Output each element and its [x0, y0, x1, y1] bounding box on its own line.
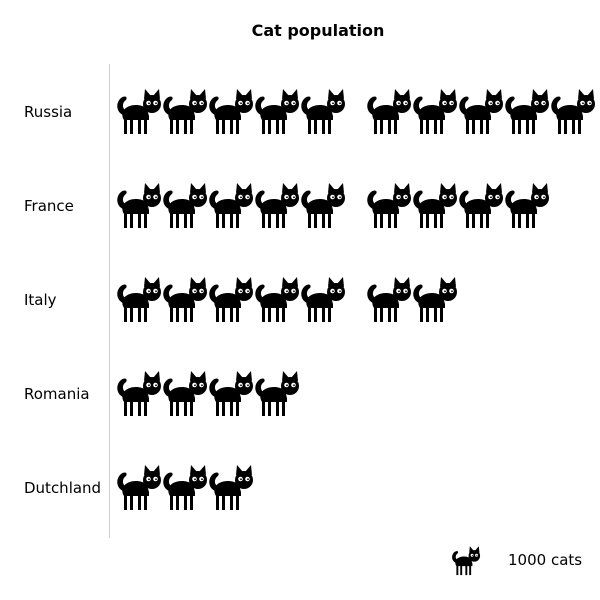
- cat-icon: [163, 371, 207, 416]
- cat-icon: [459, 89, 503, 134]
- legend-label: 1000 cats: [508, 551, 582, 569]
- legend: 1000 cats: [452, 546, 582, 576]
- pictograph-row: France: [24, 183, 549, 228]
- pictograph-row: Russia: [24, 89, 595, 134]
- category-label: France: [24, 197, 74, 215]
- cat-icon: [209, 89, 253, 134]
- cat-icon: [163, 89, 207, 134]
- cat-icon: [413, 277, 457, 322]
- cat-icon: [255, 371, 299, 416]
- cat-icon: [301, 277, 345, 322]
- cat-icon: [255, 89, 299, 134]
- cat-icon: [413, 89, 457, 134]
- cat-icon: [505, 183, 549, 228]
- cat-icon: [117, 89, 161, 134]
- cat-icon: [209, 183, 253, 228]
- cat-icon: [209, 371, 253, 416]
- category-label: Russia: [24, 103, 72, 121]
- cat-icon: [301, 183, 345, 228]
- cat-icon: [413, 183, 457, 228]
- cat-icon: [452, 546, 481, 576]
- cat-icon: [301, 89, 345, 134]
- cat-icon: [117, 277, 161, 322]
- pictograph-row: Romania: [24, 371, 299, 416]
- pictograph-row: Italy: [24, 277, 457, 322]
- cat-icon: [117, 371, 161, 416]
- cat-icon: [505, 89, 549, 134]
- pictograph-row: Dutchland: [24, 465, 253, 510]
- cat-icon: [459, 183, 503, 228]
- cat-icon: [255, 183, 299, 228]
- category-label: Italy: [24, 291, 57, 309]
- cat-icon: [209, 465, 253, 510]
- category-label: Dutchland: [24, 479, 101, 497]
- cat-icon: [117, 465, 161, 510]
- category-label: Romania: [24, 385, 90, 403]
- cat-icon: [163, 277, 207, 322]
- chart-title: Cat population: [252, 21, 385, 40]
- cat-icon: [367, 183, 411, 228]
- cat-icon: [209, 277, 253, 322]
- cat-icon: [551, 89, 595, 134]
- cat-icon: [367, 89, 411, 134]
- cat-icon: [163, 465, 207, 510]
- legend-cat-icon: [452, 546, 481, 576]
- cat-icon: [163, 183, 207, 228]
- cat-icon: [255, 277, 299, 322]
- cat-icon: [117, 183, 161, 228]
- cat-icon: [367, 277, 411, 322]
- pictograph-rows: Russia France Italy Romania Dutchland: [24, 89, 595, 510]
